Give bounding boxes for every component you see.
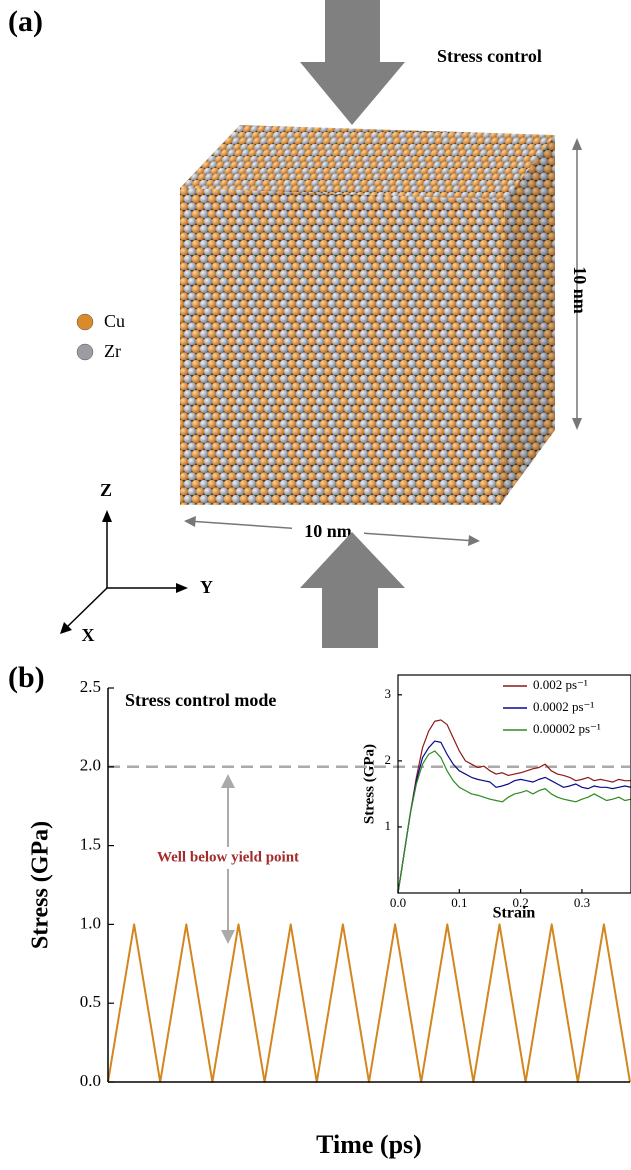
- arrowhead: [184, 516, 196, 527]
- x-tick-label: 0.1: [451, 895, 467, 910]
- y-tick-label: 1.0: [80, 913, 101, 932]
- y-tick-label: 0.0: [80, 1071, 101, 1090]
- x-tick-label: 0.3: [574, 895, 590, 910]
- cube-top: [180, 125, 555, 200]
- axis-label: Z: [100, 480, 112, 500]
- label-bg: [132, 847, 324, 869]
- y-tick-label: 2.5: [80, 677, 101, 696]
- dimension-label: 10 nm: [570, 266, 590, 314]
- panel-label: (b): [8, 661, 45, 694]
- dimension-label: 10 nm: [304, 521, 352, 541]
- stress-arrow-bottom: [300, 532, 405, 648]
- y-axis-label: Stress (GPa): [28, 821, 54, 949]
- legend-label: Cu: [104, 311, 125, 331]
- legend-label: 0.0002 ps⁻¹: [533, 699, 594, 714]
- y-tick-label: 2: [385, 752, 392, 767]
- panel-label: (a): [8, 5, 43, 38]
- legend-label: Zr: [104, 341, 121, 361]
- x-tick-label: 0.0: [390, 895, 406, 910]
- legend-label: 0.00002 ps⁻¹: [533, 721, 601, 736]
- annotation: Well below yield point: [157, 849, 299, 865]
- arrowhead: [176, 583, 188, 593]
- arrowhead: [572, 418, 582, 430]
- y-tick-label: 0.5: [80, 992, 101, 1011]
- series-line: [397, 719, 631, 894]
- x-axis-label: Time (ps): [316, 1130, 422, 1159]
- axis-label: X: [82, 625, 95, 645]
- arrowhead: [221, 930, 235, 944]
- arrowhead: [60, 622, 72, 634]
- y-axis-label: Stress (GPa): [361, 744, 377, 824]
- plot-frame: [397, 674, 631, 894]
- cube-side: [500, 135, 555, 505]
- legend-marker: [76, 343, 94, 361]
- arrowhead: [221, 774, 235, 788]
- y-tick-label: 2.0: [80, 756, 101, 775]
- series-line: [397, 750, 631, 894]
- legend-label: 0.002 ps⁻¹: [533, 677, 588, 692]
- x-axis-label: Strain: [493, 905, 536, 922]
- legend-marker: [76, 313, 94, 331]
- axis-label: Y: [200, 577, 213, 597]
- arrowhead: [468, 535, 480, 546]
- stress-label: Stress control: [437, 46, 542, 66]
- series-line: [107, 923, 631, 1083]
- cube-front: [180, 188, 505, 505]
- stress-arrow-top: [300, 0, 405, 125]
- arrowhead: [572, 138, 582, 150]
- x-tick-label: 0.2: [513, 895, 529, 910]
- y-tick-label: 1: [385, 818, 392, 833]
- annotation: Stress control mode: [125, 690, 276, 710]
- arrowhead: [102, 510, 112, 522]
- cube-side-shade: [500, 135, 555, 505]
- axes-triad: [65, 518, 180, 629]
- y-tick-label: 3: [385, 686, 392, 701]
- y-tick-label: 1.5: [80, 835, 101, 854]
- series-line: [397, 740, 631, 894]
